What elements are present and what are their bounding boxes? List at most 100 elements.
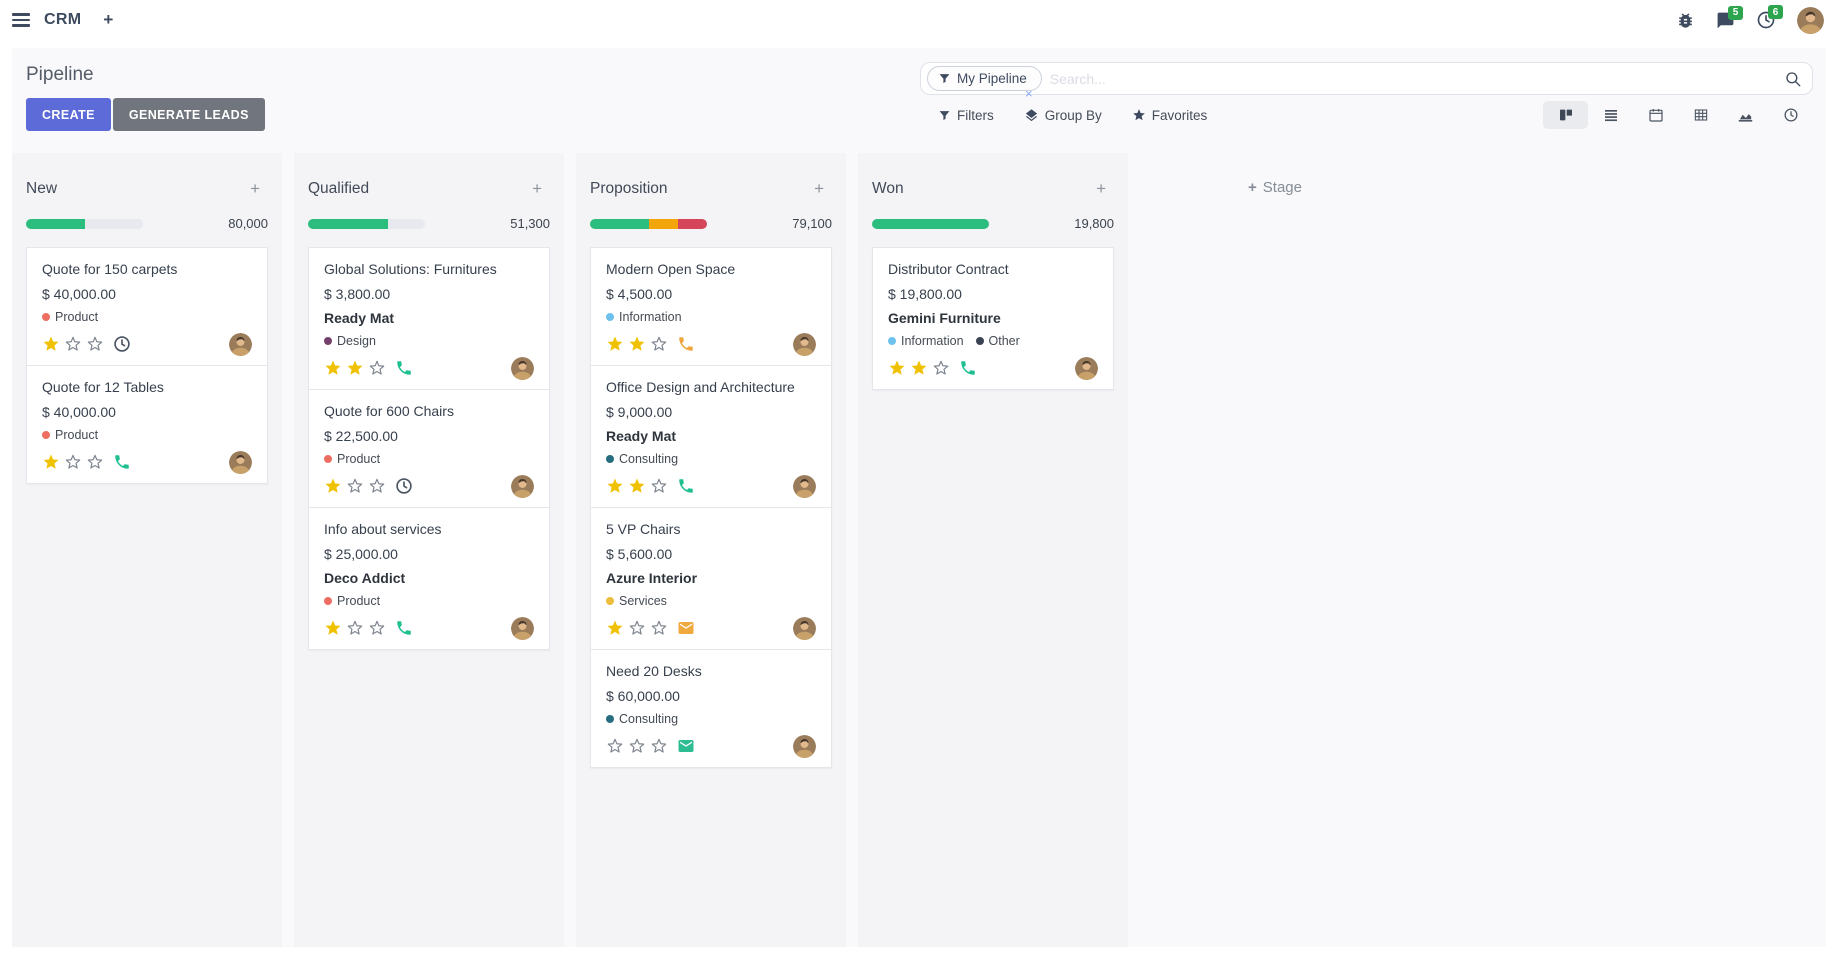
priority-star-filled-icon[interactable] [910, 359, 928, 377]
generate-leads-button[interactable]: GENERATE LEADS [112, 98, 265, 131]
activity-phone-icon[interactable] [395, 619, 413, 637]
kanban-card[interactable]: Need 20 Desks $ 60,000.00 Consulting [590, 649, 832, 768]
card-tag[interactable]: Consulting [606, 452, 678, 466]
column-title[interactable]: Won [872, 180, 904, 197]
kanban-card[interactable]: Modern Open Space $ 4,500.00 Information [590, 247, 832, 366]
pivot-view-button[interactable] [1678, 101, 1723, 129]
column-progressbar[interactable] [590, 218, 707, 229]
facet-remove-icon[interactable]: × [1025, 86, 1033, 101]
kanban-card[interactable]: Quote for 12 Tables $ 40,000.00 Product [26, 365, 268, 484]
activity-phone-icon[interactable] [677, 335, 695, 353]
column-progressbar[interactable] [308, 218, 425, 229]
priority-star-empty-icon[interactable] [606, 737, 624, 755]
priority-star-empty-icon[interactable] [368, 619, 386, 637]
card-tag[interactable]: Product [42, 310, 98, 324]
user-avatar[interactable] [1797, 6, 1824, 34]
priority-star-filled-icon[interactable] [42, 335, 60, 353]
priority-star-empty-icon[interactable] [346, 477, 364, 495]
priority-star-empty-icon[interactable] [64, 453, 82, 471]
priority-star-empty-icon[interactable] [650, 737, 668, 755]
column-title[interactable]: Qualified [308, 180, 370, 197]
progress-segment[interactable] [308, 218, 388, 229]
priority-star-filled-icon[interactable] [628, 477, 646, 495]
activity-phone-icon[interactable] [959, 359, 977, 377]
priority-star-filled-icon[interactable] [324, 477, 342, 495]
progress-segment[interactable] [677, 218, 707, 229]
progress-segment[interactable] [590, 218, 649, 229]
priority-star-filled-icon[interactable] [606, 619, 624, 637]
kanban-card[interactable]: Distributor Contract $ 19,800.00 Gemini … [872, 247, 1114, 390]
progress-segment[interactable] [872, 218, 989, 229]
card-tag[interactable]: Product [42, 428, 98, 442]
favorites-menu[interactable]: Favorites [1132, 108, 1207, 123]
activity-clock-icon[interactable] [395, 477, 413, 495]
kanban-card[interactable]: Office Design and Architecture $ 9,000.0… [590, 365, 832, 508]
activity-clock-icon[interactable] [113, 335, 131, 353]
priority-star-empty-icon[interactable] [650, 477, 668, 495]
activity-envelope-icon[interactable] [677, 737, 695, 755]
priority-star-empty-icon[interactable] [346, 619, 364, 637]
app-name[interactable]: CRM [44, 11, 82, 28]
card-tag[interactable]: Product [324, 594, 380, 608]
priority-star-empty-icon[interactable] [86, 335, 104, 353]
progress-segment[interactable] [26, 218, 85, 229]
search-bar[interactable]: My Pipeline × [920, 62, 1813, 101]
priority-star-empty-icon[interactable] [932, 359, 950, 377]
priority-star-filled-icon[interactable] [888, 359, 906, 377]
calendar-view-button[interactable] [1633, 101, 1678, 129]
list-view-button[interactable] [1588, 101, 1633, 129]
debug-bug-icon[interactable] [1676, 11, 1695, 30]
quick-create-icon[interactable]: + [103, 10, 114, 29]
graph-view-button[interactable] [1723, 101, 1768, 129]
priority-star-empty-icon[interactable] [64, 335, 82, 353]
column-add-record-icon[interactable]: + [814, 179, 824, 198]
priority-star-filled-icon[interactable] [606, 335, 624, 353]
search-input[interactable] [1041, 70, 1782, 87]
progress-segment[interactable] [648, 218, 678, 229]
column-add-record-icon[interactable]: + [532, 179, 542, 198]
column-title[interactable]: New [26, 180, 58, 197]
create-button[interactable]: CREATE [26, 98, 111, 131]
column-add-record-icon[interactable]: + [250, 179, 260, 198]
kanban-card[interactable]: Info about services $ 25,000.00 Deco Add… [308, 507, 550, 650]
priority-star-empty-icon[interactable] [628, 737, 646, 755]
messages-icon[interactable]: 5 [1716, 5, 1743, 30]
column-progressbar[interactable] [872, 218, 989, 229]
apps-menu-icon[interactable] [12, 13, 30, 27]
activities-clock-icon[interactable]: 6 [1756, 5, 1783, 30]
priority-star-filled-icon[interactable] [606, 477, 624, 495]
activity-view-button[interactable] [1768, 101, 1813, 129]
card-tag[interactable]: Product [324, 452, 380, 466]
search-facet[interactable]: My Pipeline [927, 66, 1042, 91]
kanban-card[interactable]: Quote for 150 carpets $ 40,000.00 Produc… [26, 247, 268, 366]
column-title[interactable]: Proposition [590, 180, 668, 197]
kanban-card[interactable]: Global Solutions: Furnitures $ 3,800.00 … [308, 247, 550, 390]
kanban-card[interactable]: 5 VP Chairs $ 5,600.00 Azure Interior Se… [590, 507, 832, 650]
column-progressbar[interactable] [26, 218, 143, 229]
kanban-view-button[interactable] [1543, 101, 1588, 129]
priority-star-filled-icon[interactable] [324, 619, 342, 637]
group-by-menu[interactable]: Group By [1024, 108, 1102, 123]
priority-star-empty-icon[interactable] [86, 453, 104, 471]
search-icon[interactable] [1782, 68, 1804, 90]
activity-phone-icon[interactable] [677, 477, 695, 495]
priority-star-empty-icon[interactable] [650, 335, 668, 353]
priority-star-empty-icon[interactable] [368, 359, 386, 377]
card-tag[interactable]: Consulting [606, 712, 678, 726]
priority-star-empty-icon[interactable] [368, 477, 386, 495]
priority-star-filled-icon[interactable] [324, 359, 342, 377]
kanban-card[interactable]: Quote for 600 Chairs $ 22,500.00 Product [308, 389, 550, 508]
priority-star-filled-icon[interactable] [42, 453, 60, 471]
filters-menu[interactable]: Filters [938, 108, 994, 123]
card-tag[interactable]: Design [324, 334, 376, 348]
priority-star-empty-icon[interactable] [650, 619, 668, 637]
add-stage-column[interactable]: + Stage [1140, 153, 1410, 947]
priority-star-empty-icon[interactable] [628, 619, 646, 637]
activity-phone-icon[interactable] [395, 359, 413, 377]
card-tag[interactable]: Other [975, 334, 1020, 348]
card-tag[interactable]: Services [606, 594, 667, 608]
card-tag[interactable]: Information [888, 334, 964, 348]
activity-phone-icon[interactable] [113, 453, 131, 471]
activity-envelope-icon[interactable] [677, 619, 695, 637]
priority-star-filled-icon[interactable] [628, 335, 646, 353]
